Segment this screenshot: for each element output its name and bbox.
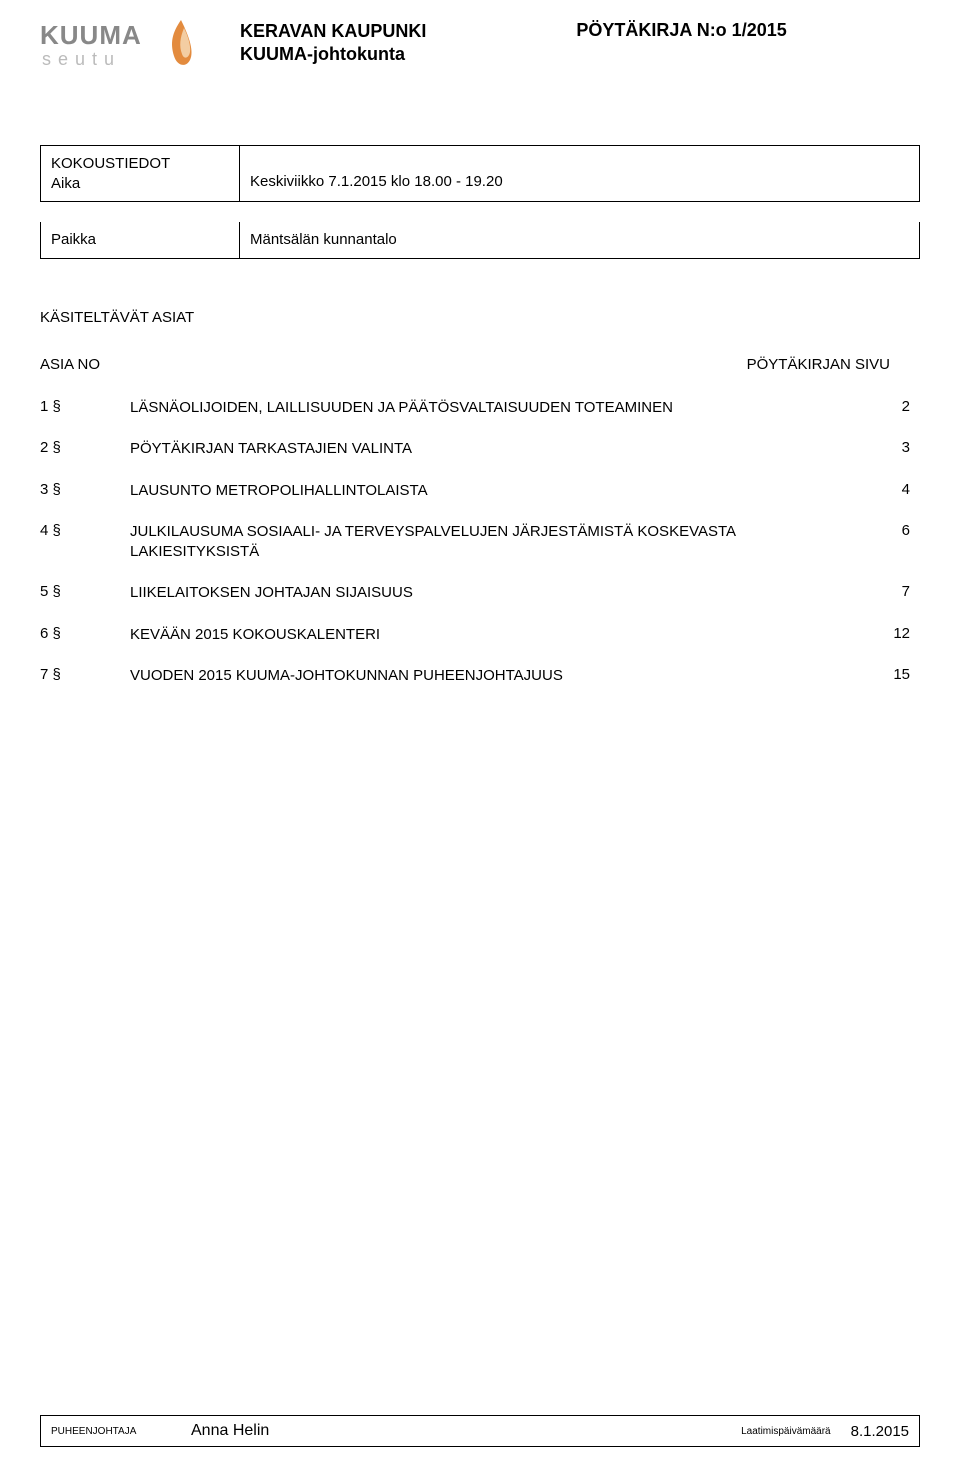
- document-header: KUUMA seutu KERAVAN KAUPUNKI KUUMA-johto…: [0, 0, 960, 95]
- asiat-table: ASIA NO PÖYTÄKIRJAN SIVU 1 §LÄSNÄOLIJOID…: [40, 356, 920, 686]
- asia-title: LAUSUNTO METROPOLIHALLINTOLAISTA: [130, 481, 870, 501]
- meeting-info-row-2: Paikka Mäntsälän kunnantalo: [40, 222, 920, 259]
- org-name: KERAVAN KAUPUNKI: [240, 20, 426, 43]
- asia-title: LÄSNÄOLIJOIDEN, LAILLISUUDEN JA PÄÄTÖSVA…: [130, 398, 870, 418]
- asia-no: 5 §: [40, 583, 130, 600]
- asia-row: 7 §VUODEN 2015 KUUMA-JOHTOKUNNAN PUHEENJ…: [40, 666, 920, 686]
- paikka-label: Paikka: [51, 230, 229, 250]
- kokoustiedot-label: KOKOUSTIEDOT: [51, 154, 229, 174]
- asia-row: 4 §JULKILAUSUMA SOSIAALI- JA TERVEYSPALV…: [40, 522, 920, 561]
- asia-no-header: ASIA NO: [40, 356, 130, 373]
- doc-title: PÖYTÄKIRJA N:o 1/2015: [576, 20, 786, 67]
- asia-page: 15: [870, 666, 910, 683]
- date-value: 8.1.2015: [851, 1423, 909, 1440]
- aika-label: Aika: [51, 174, 229, 194]
- asia-no: 7 §: [40, 666, 130, 683]
- asia-no: 4 §: [40, 522, 130, 539]
- asia-row: 5 §LIIKELAITOKSEN JOHTAJAN SIJAISUUS7: [40, 583, 920, 603]
- meeting-info-labels: KOKOUSTIEDOT Aika: [40, 145, 240, 202]
- header-titles: KERAVAN KAUPUNKI KUUMA-johtokunta PÖYTÄK…: [240, 20, 787, 67]
- asia-page-header: PÖYTÄKIRJAN SIVU: [747, 356, 890, 373]
- asia-title: VUODEN 2015 KUUMA-JOHTOKUNNAN PUHEENJOHT…: [130, 666, 870, 686]
- time-value: Keskiviikko 7.1.2015 klo 18.00 - 19.20: [250, 172, 909, 192]
- asia-page: 12: [870, 625, 910, 642]
- asia-row: 3 §LAUSUNTO METROPOLIHALLINTOLAISTA4: [40, 481, 920, 501]
- meeting-info-row-1: KOKOUSTIEDOT Aika Keskiviikko 7.1.2015 k…: [40, 145, 920, 202]
- date-label: Laatimispäivämäärä: [741, 1426, 831, 1437]
- committee-name: KUUMA-johtokunta: [240, 43, 426, 66]
- asia-title: JULKILAUSUMA SOSIAALI- JA TERVEYSPALVELU…: [130, 522, 870, 561]
- paikka-value-box: Mäntsälän kunnantalo: [240, 222, 920, 259]
- paikka-label-box: Paikka: [40, 222, 240, 259]
- asia-title: KEVÄÄN 2015 KOKOUSKALENTERI: [130, 625, 870, 645]
- asia-title: PÖYTÄKIRJAN TARKASTAJIEN VALINTA: [130, 439, 870, 459]
- meeting-time-value: Keskiviikko 7.1.2015 klo 18.00 - 19.20: [240, 145, 920, 202]
- header-left: KERAVAN KAUPUNKI KUUMA-johtokunta: [240, 20, 426, 67]
- chair-name: Anna Helin: [191, 1422, 269, 1440]
- asia-no: 3 §: [40, 481, 130, 498]
- asia-row: 1 §LÄSNÄOLIJOIDEN, LAILLISUUDEN JA PÄÄTÖ…: [40, 398, 920, 418]
- asia-no: 6 §: [40, 625, 130, 642]
- section-title: KÄSITELTÄVÄT ASIAT: [40, 309, 920, 326]
- flame-icon: [162, 18, 200, 73]
- asia-title: LIIKELAITOKSEN JOHTAJAN SIJAISUUS: [130, 583, 870, 603]
- asiat-header: ASIA NO PÖYTÄKIRJAN SIVU: [40, 356, 920, 373]
- asia-page: 2: [870, 398, 910, 415]
- asia-page: 4: [870, 481, 910, 498]
- asia-no: 1 §: [40, 398, 130, 415]
- asia-page: 3: [870, 439, 910, 456]
- asia-no: 2 §: [40, 439, 130, 456]
- asia-page: 7: [870, 583, 910, 600]
- kuuma-logo: KUUMA seutu: [40, 20, 200, 85]
- footer: PUHEENJOHTAJA Anna Helin Laatimispäivämä…: [40, 1415, 920, 1447]
- chair-label: PUHEENJOHTAJA: [51, 1426, 171, 1437]
- asia-row: 2 §PÖYTÄKIRJAN TARKASTAJIEN VALINTA3: [40, 439, 920, 459]
- asia-page: 6: [870, 522, 910, 539]
- place-value: Mäntsälän kunnantalo: [250, 230, 909, 250]
- asia-row: 6 §KEVÄÄN 2015 KOKOUSKALENTERI12: [40, 625, 920, 645]
